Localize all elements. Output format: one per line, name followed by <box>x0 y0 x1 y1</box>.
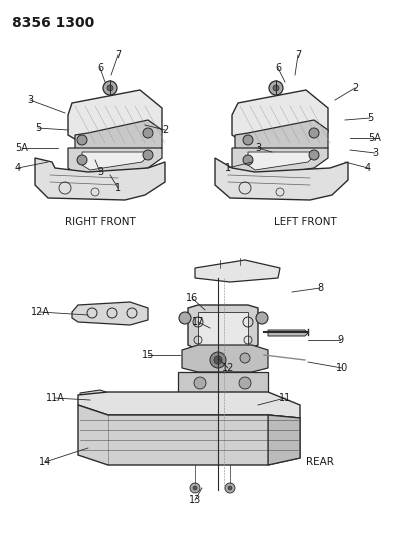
Text: 5: 5 <box>35 123 41 133</box>
Circle shape <box>243 155 252 165</box>
Text: 5: 5 <box>366 113 372 123</box>
Text: 9: 9 <box>336 335 342 345</box>
Text: RIGHT FRONT: RIGHT FRONT <box>65 217 135 227</box>
Text: REAR: REAR <box>305 457 333 467</box>
Text: 3: 3 <box>27 95 33 105</box>
Polygon shape <box>198 312 247 345</box>
Polygon shape <box>68 148 162 178</box>
Circle shape <box>143 128 153 138</box>
Text: 2: 2 <box>351 83 357 93</box>
Text: 10: 10 <box>335 363 347 373</box>
Text: 14: 14 <box>39 457 51 467</box>
Text: 13: 13 <box>189 495 201 505</box>
Circle shape <box>209 352 225 368</box>
Polygon shape <box>267 415 299 465</box>
Text: 5A: 5A <box>16 143 28 153</box>
Text: 11: 11 <box>278 393 290 403</box>
Polygon shape <box>231 148 327 178</box>
Text: 2: 2 <box>162 125 168 135</box>
Text: 12: 12 <box>221 363 234 373</box>
Text: 8: 8 <box>316 283 322 293</box>
Polygon shape <box>80 390 115 408</box>
Text: 4: 4 <box>364 163 370 173</box>
Text: 11A: 11A <box>45 393 64 403</box>
Text: 4: 4 <box>15 163 21 173</box>
Polygon shape <box>267 330 307 336</box>
Polygon shape <box>231 90 327 145</box>
Text: 3: 3 <box>97 167 103 177</box>
Circle shape <box>193 486 196 490</box>
Circle shape <box>225 483 234 493</box>
Polygon shape <box>68 90 162 145</box>
Text: 16: 16 <box>185 293 198 303</box>
Circle shape <box>77 135 87 145</box>
Polygon shape <box>234 120 327 155</box>
Circle shape <box>107 85 113 91</box>
Text: 15: 15 <box>142 350 154 360</box>
Text: 3: 3 <box>254 143 261 153</box>
Polygon shape <box>78 405 299 465</box>
Text: 12A: 12A <box>30 307 49 317</box>
Polygon shape <box>72 302 148 325</box>
Circle shape <box>213 356 221 364</box>
Polygon shape <box>247 152 313 170</box>
Circle shape <box>308 128 318 138</box>
Polygon shape <box>78 392 299 418</box>
Circle shape <box>238 377 250 389</box>
Polygon shape <box>188 305 257 350</box>
Circle shape <box>143 150 153 160</box>
Circle shape <box>227 486 231 490</box>
Polygon shape <box>182 345 267 372</box>
Circle shape <box>189 483 200 493</box>
Polygon shape <box>35 158 164 200</box>
Text: 1: 1 <box>115 183 121 193</box>
Polygon shape <box>178 372 267 395</box>
Text: 3: 3 <box>371 148 377 158</box>
Circle shape <box>179 312 191 324</box>
Text: LEFT FRONT: LEFT FRONT <box>273 217 335 227</box>
Text: 6: 6 <box>274 63 281 73</box>
Polygon shape <box>82 152 148 170</box>
Polygon shape <box>214 158 347 200</box>
Text: 6: 6 <box>97 63 103 73</box>
Polygon shape <box>195 260 279 282</box>
Circle shape <box>243 135 252 145</box>
Circle shape <box>95 394 105 404</box>
Text: 8356 1300: 8356 1300 <box>12 16 94 30</box>
Text: 1: 1 <box>225 163 231 173</box>
Circle shape <box>193 377 205 389</box>
Circle shape <box>255 312 267 324</box>
Circle shape <box>239 353 249 363</box>
Circle shape <box>77 155 87 165</box>
Text: 7: 7 <box>294 50 300 60</box>
Text: 5A: 5A <box>368 133 380 143</box>
Circle shape <box>268 81 282 95</box>
Polygon shape <box>75 120 162 155</box>
Text: 7: 7 <box>115 50 121 60</box>
Circle shape <box>103 81 117 95</box>
Circle shape <box>308 150 318 160</box>
Text: 17: 17 <box>191 317 204 327</box>
Circle shape <box>272 85 278 91</box>
